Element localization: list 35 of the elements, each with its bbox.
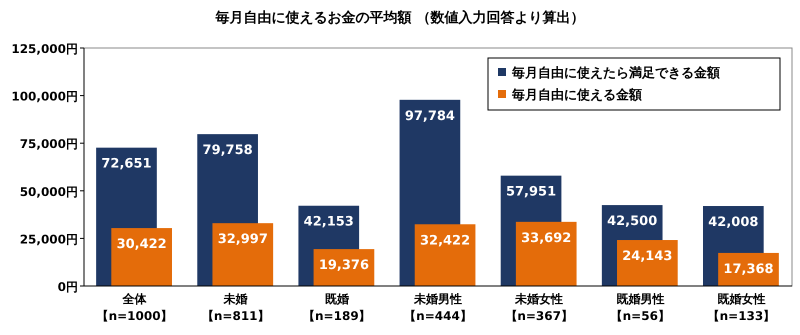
x-tick-label: 未婚【n=811】 <box>202 292 270 323</box>
data-label: 19,376 <box>318 258 370 274</box>
bar <box>414 224 476 286</box>
data-label: 33,692 <box>521 230 572 246</box>
bar <box>516 222 577 286</box>
chart-title: 毎月自由に使えるお金の平均額 （数値入力回答より算出） <box>214 9 584 26</box>
x-tick-label: 既婚【n=189】 <box>303 292 371 323</box>
x-tick-label: 未婚男性【n=444】 <box>404 292 472 323</box>
bar <box>212 223 274 286</box>
bar <box>111 228 172 286</box>
data-label: 32,422 <box>420 233 470 248</box>
x-tick-label: 全体【n=1000】 <box>96 292 173 323</box>
data-label: 17,368 <box>723 262 774 277</box>
y-tick-label: 50,000円 <box>20 184 78 199</box>
y-tick-label: 0円 <box>58 280 78 294</box>
data-label: 30,422 <box>116 237 167 252</box>
y-tick-label: 75,000円 <box>20 137 78 152</box>
data-label: 79,758 <box>202 143 253 158</box>
data-label: 24,143 <box>622 249 672 264</box>
legend-label: 毎月自由に使える金額 <box>511 87 642 103</box>
data-label: 42,008 <box>708 215 758 230</box>
x-tick-label: 未婚女性【n=367】 <box>505 292 573 323</box>
legend-label: 毎月自由に使えたら満足できる金額 <box>511 65 720 81</box>
data-label: 57,951 <box>506 184 556 200</box>
y-tick-label: 25,000円 <box>20 232 78 246</box>
data-label: 32,997 <box>218 232 268 248</box>
data-label: 97,784 <box>404 108 455 124</box>
bar <box>617 240 678 286</box>
data-label: 72,651 <box>101 156 152 172</box>
data-label: 42,153 <box>304 214 354 230</box>
data-label: 42,500 <box>607 214 658 230</box>
x-tick-label: 既婚男性【n=56】 <box>610 292 670 323</box>
x-tick-label: 既婚女性【n=133】 <box>708 292 776 323</box>
y-tick-label: 125,000円 <box>11 42 78 56</box>
y-tick-label: 100,000円 <box>11 90 78 104</box>
